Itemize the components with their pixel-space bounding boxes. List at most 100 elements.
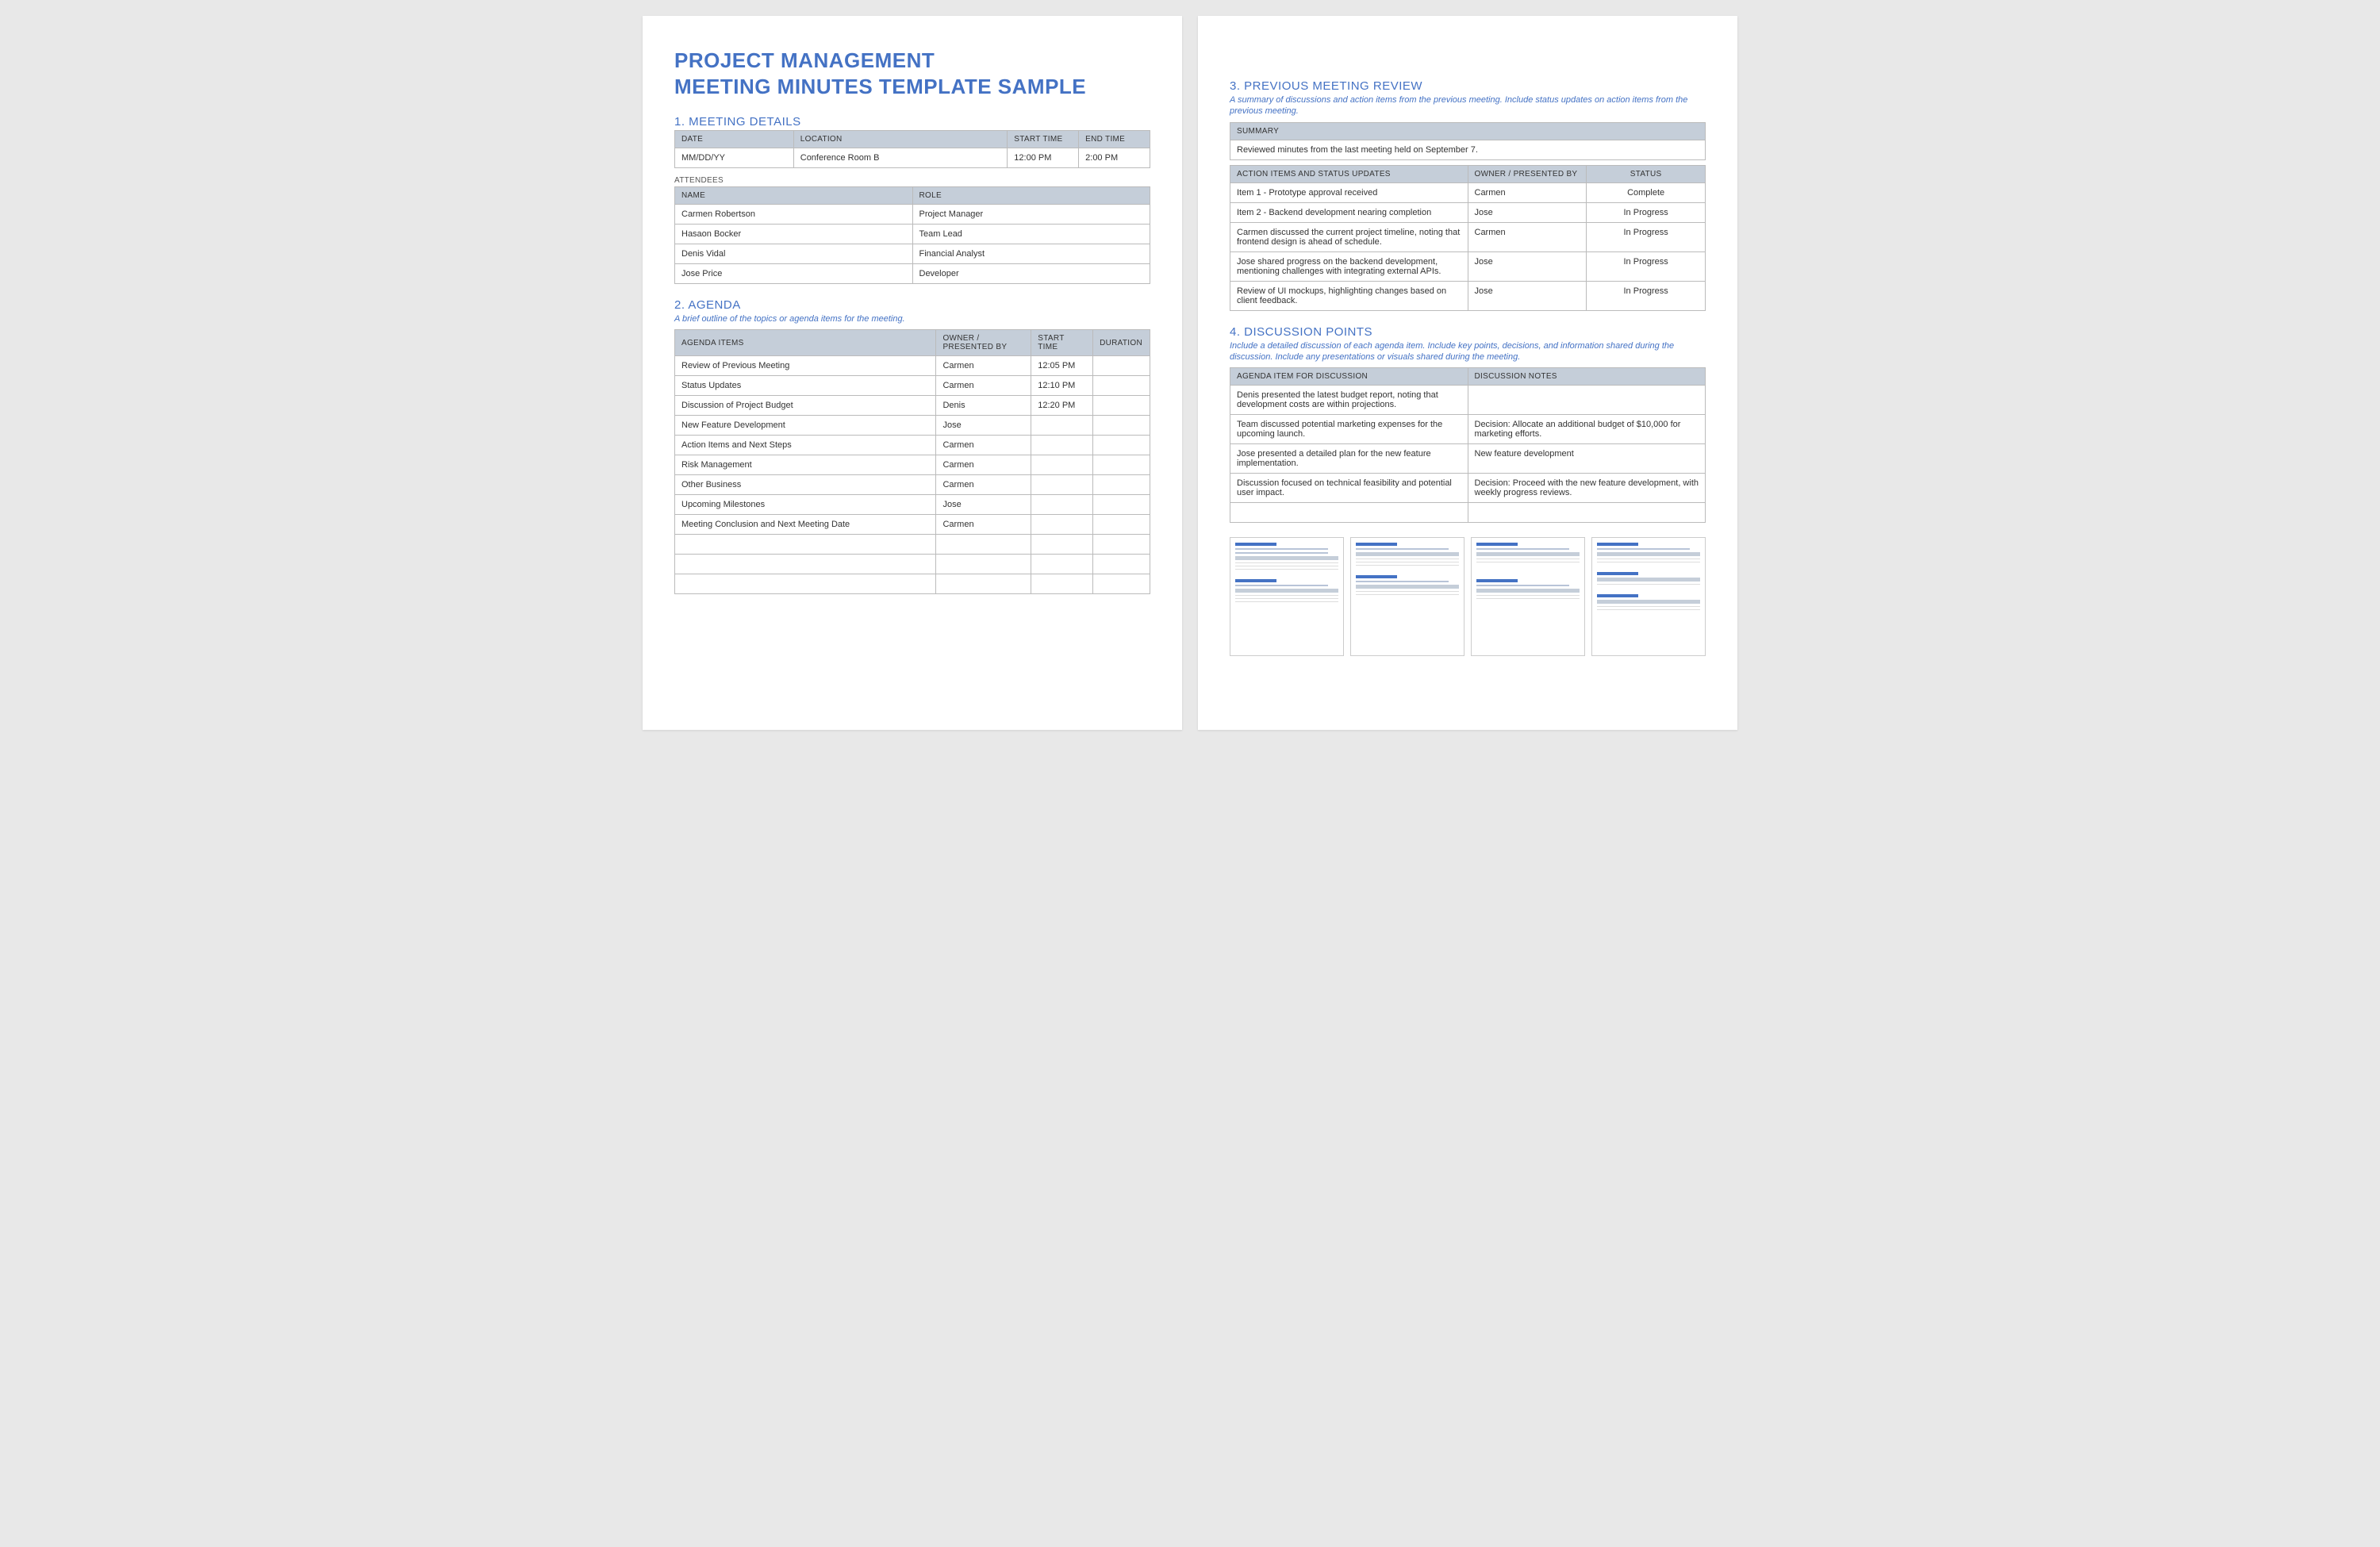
table-row: Review of UI mockups, highlighting chang… <box>1230 281 1706 310</box>
meeting-details-table: DATE LOCATION START TIME END TIME MM/DD/… <box>674 130 1150 168</box>
attendees-label: ATTENDEES <box>674 176 1150 185</box>
cell-start: 12:00 PM <box>1008 148 1079 168</box>
cell-owner: Carmen <box>1468 222 1587 251</box>
cell-owner: Carmen <box>936 436 1031 455</box>
cell-item: Discussion focused on technical feasibil… <box>1230 474 1468 503</box>
thumbnail-page <box>1471 537 1585 656</box>
cell-item: Item 1 - Prototype approval received <box>1230 182 1468 202</box>
section-3-desc: A summary of discussions and action item… <box>1230 94 1706 117</box>
agenda-table: AGENDA ITEMS OWNER / PRESENTED BY START … <box>674 329 1150 594</box>
cell-status: In Progress <box>1587 281 1706 310</box>
cell-item: Team discussed potential marketing expen… <box>1230 415 1468 444</box>
page-1: PROJECT MANAGEMENT MEETING MINUTES TEMPL… <box>643 16 1182 730</box>
cell-dur <box>1093 535 1150 555</box>
cell-owner: Carmen <box>936 515 1031 535</box>
section-4-desc: Include a detailed discussion of each ag… <box>1230 340 1706 363</box>
cell-owner <box>936 535 1031 555</box>
section-4-title: 4. DISCUSSION POINTS <box>1230 325 1706 339</box>
cell-item: Review of Previous Meeting <box>675 356 936 376</box>
cell-item: Review of UI mockups, highlighting chang… <box>1230 281 1468 310</box>
table-row: Meeting Conclusion and Next Meeting Date… <box>675 515 1150 535</box>
cell-role: Team Lead <box>912 225 1150 244</box>
cell-role: Project Manager <box>912 205 1150 225</box>
action-items-table: ACTION ITEMS AND STATUS UPDATES OWNER / … <box>1230 165 1706 311</box>
table-row <box>675 555 1150 574</box>
table-row: Discussion of Project BudgetDenis12:20 P… <box>675 396 1150 416</box>
cell-owner <box>936 574 1031 594</box>
cell-start <box>1031 535 1093 555</box>
cell-dur <box>1093 416 1150 436</box>
table-row: Carmen discussed the current project tim… <box>1230 222 1706 251</box>
table-row: Status UpdatesCarmen12:10 PM <box>675 376 1150 396</box>
thumbnail-page <box>1230 537 1344 656</box>
cell-dur <box>1093 475 1150 495</box>
table-row: Jose PriceDeveloper <box>675 264 1150 284</box>
cell-status: Complete <box>1587 182 1706 202</box>
table-row: Risk ManagementCarmen <box>675 455 1150 475</box>
col-agenda-item: AGENDA ITEMS <box>675 330 936 356</box>
cell-owner: Carmen <box>936 455 1031 475</box>
cell-role: Financial Analyst <box>912 244 1150 264</box>
table-row: MM/DD/YY Conference Room B 12:00 PM 2:00… <box>675 148 1150 168</box>
cell-item: Carmen discussed the current project tim… <box>1230 222 1468 251</box>
cell-owner: Carmen <box>1468 182 1587 202</box>
cell-dur <box>1093 555 1150 574</box>
cell-item: Action Items and Next Steps <box>675 436 936 455</box>
cell-owner: Jose <box>1468 251 1587 281</box>
table-row: Denis VidalFinancial Analyst <box>675 244 1150 264</box>
discussion-table: AGENDA ITEM FOR DISCUSSION DISCUSSION NO… <box>1230 367 1706 523</box>
cell-status: In Progress <box>1587 222 1706 251</box>
cell-item: Meeting Conclusion and Next Meeting Date <box>675 515 936 535</box>
thumbnail-page <box>1350 537 1464 656</box>
cell-owner <box>936 555 1031 574</box>
col-action-status: STATUS <box>1587 165 1706 182</box>
cell-status: In Progress <box>1587 202 1706 222</box>
cell-end: 2:00 PM <box>1079 148 1150 168</box>
cell-notes: New feature development <box>1468 444 1706 474</box>
page-2: 3. PREVIOUS MEETING REVIEW A summary of … <box>1198 16 1737 730</box>
summary-table: SUMMARY Reviewed minutes from the last m… <box>1230 122 1706 160</box>
title-line-2: MEETING MINUTES TEMPLATE SAMPLE <box>674 74 1150 100</box>
cell-item: Risk Management <box>675 455 936 475</box>
cell-notes: Decision: Allocate an additional budget … <box>1468 415 1706 444</box>
col-location: LOCATION <box>793 131 1008 148</box>
cell-item: Item 2 - Backend development nearing com… <box>1230 202 1468 222</box>
cell-name: Denis Vidal <box>675 244 913 264</box>
table-row: Action Items and Next StepsCarmen <box>675 436 1150 455</box>
cell-notes <box>1468 386 1706 415</box>
thumbnail-page <box>1591 537 1706 656</box>
cell-start <box>1031 475 1093 495</box>
cell-name: Hasaon Bocker <box>675 225 913 244</box>
cell-notes <box>1468 503 1706 523</box>
table-row: Discussion focused on technical feasibil… <box>1230 474 1706 503</box>
col-discussion-notes: DISCUSSION NOTES <box>1468 368 1706 386</box>
cell-item: Status Updates <box>675 376 936 396</box>
cell-dur <box>1093 455 1150 475</box>
cell-start: 12:10 PM <box>1031 376 1093 396</box>
cell-date: MM/DD/YY <box>675 148 794 168</box>
cell-dur <box>1093 376 1150 396</box>
cell-start: 12:20 PM <box>1031 396 1093 416</box>
col-action-owner: OWNER / PRESENTED BY <box>1468 165 1587 182</box>
cell-item: Upcoming Milestones <box>675 495 936 515</box>
cell-location: Conference Room B <box>793 148 1008 168</box>
col-date: DATE <box>675 131 794 148</box>
cell-start <box>1031 455 1093 475</box>
cell-start <box>1031 436 1093 455</box>
table-row: Review of Previous MeetingCarmen12:05 PM <box>675 356 1150 376</box>
title-line-1: PROJECT MANAGEMENT <box>674 48 1150 74</box>
section-2-desc: A brief outline of the topics or agenda … <box>674 313 1150 324</box>
table-row: Item 1 - Prototype approval receivedCarm… <box>1230 182 1706 202</box>
attendees-table: NAME ROLE Carmen RobertsonProject Manage… <box>674 186 1150 284</box>
table-row: New Feature DevelopmentJose <box>675 416 1150 436</box>
table-row: Team discussed potential marketing expen… <box>1230 415 1706 444</box>
table-row <box>675 574 1150 594</box>
cell-name: Jose Price <box>675 264 913 284</box>
cell-item: Other Business <box>675 475 936 495</box>
col-action-item: ACTION ITEMS AND STATUS UPDATES <box>1230 165 1468 182</box>
table-row: Jose shared progress on the backend deve… <box>1230 251 1706 281</box>
col-name: NAME <box>675 187 913 205</box>
table-row: Upcoming MilestonesJose <box>675 495 1150 515</box>
cell-start <box>1031 495 1093 515</box>
col-discussion-item: AGENDA ITEM FOR DISCUSSION <box>1230 368 1468 386</box>
